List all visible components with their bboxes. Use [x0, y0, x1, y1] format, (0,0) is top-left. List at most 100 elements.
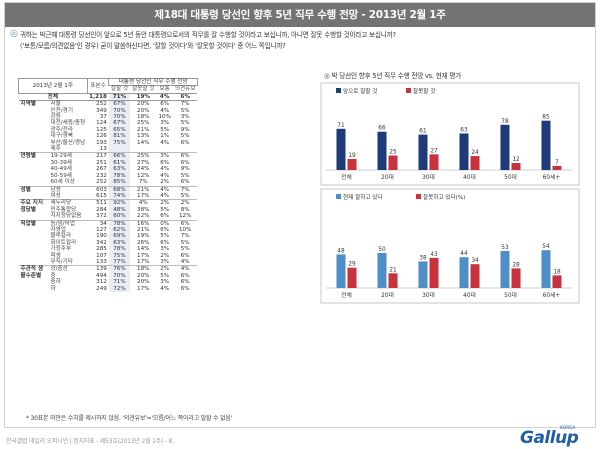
- data-label: 7: [555, 160, 559, 166]
- cell-value: 85%: [108, 179, 131, 186]
- table-row: 중하 312 71% 20% 3% 6%: [19, 279, 198, 286]
- sample-size: 284: [96, 206, 107, 213]
- cell-value: 70%: [108, 114, 131, 121]
- cell-value: 77%: [108, 258, 131, 266]
- cell-value: 4%: [160, 166, 170, 173]
- chart-border: [320, 188, 580, 304]
- cell-value: 9%: [180, 126, 190, 133]
- cell-value: 38%: [137, 206, 150, 213]
- table-row: 주요 지지 정당별 새누리당 511 92% 4% 2% 2%: [18, 199, 198, 221]
- bar: [336, 254, 346, 288]
- chart-title: ◎ 박 당선인 향후 5년 직무 수행 전망 vs. 현재 평가: [324, 72, 462, 80]
- cell-value: [130, 146, 156, 153]
- x-tick-label: 전체: [341, 291, 352, 299]
- cell-value: 4%: [160, 285, 170, 292]
- cell-value: 5%: [180, 107, 190, 114]
- cell-value: 3%: [180, 114, 190, 121]
- cell-value: 6%: [160, 239, 170, 246]
- bar: [552, 165, 562, 170]
- cell-value: 16%: [130, 219, 157, 227]
- cell-value: 6%: [172, 92, 198, 102]
- cell-value: 17%: [137, 252, 150, 259]
- question-line: ('보통/모름/의견없음'인 경우) 굳이 말씀하신다면, '잘할 것이다'와 …: [20, 41, 286, 50]
- sample-size: 1,218: [87, 92, 109, 102]
- column-header: 잘못할 것: [130, 85, 157, 94]
- bar: [336, 128, 346, 170]
- cell-value: 20%: [137, 279, 150, 286]
- table-row: 부산/울산/경남 193 75% 14% 4% 6%: [19, 139, 198, 147]
- group-label: 성별: [18, 185, 49, 200]
- cell-value: 75%: [108, 252, 131, 259]
- cell-value: 20%: [130, 100, 157, 108]
- bar: [470, 264, 480, 288]
- legend-label: 잘못하고 있다(%): [423, 193, 465, 201]
- sample-size: 285: [96, 246, 107, 253]
- x-tick-label: 30대: [422, 291, 435, 299]
- data-label: 21: [389, 267, 397, 273]
- table-row: 연령별 19-29세 217 66% 25% 3% 6%: [18, 152, 198, 186]
- cell-value: 18%: [130, 265, 157, 273]
- cell-value: 2%: [160, 179, 170, 186]
- gallup-logo: Gallup: [520, 428, 579, 448]
- table-row: 지지정당없음 372 60% 22% 6% 12%: [19, 213, 198, 221]
- cell-value: 6%: [160, 159, 170, 166]
- cell-value: 74%: [108, 192, 131, 200]
- cell-value: 6%: [180, 272, 190, 279]
- cell-value: 63%: [108, 239, 131, 247]
- row-label: 학생: [50, 252, 61, 259]
- credit-line: 한국갤럽 데일리 오피니언 | 정치지표 - 제53호(2013년 2월 1주)…: [6, 438, 173, 445]
- cell-value: 21%: [137, 126, 150, 133]
- legend-label: 앞으로 잘할 것: [343, 87, 377, 95]
- sample-size: 193: [96, 139, 107, 146]
- x-tick-label: 30대: [422, 173, 435, 181]
- table-row: 성별 남성 603 68% 21% 4% 7%: [18, 185, 198, 200]
- cell-value: 69%: [108, 233, 131, 240]
- cell-value: 4%: [156, 185, 173, 193]
- cell-value: 9%: [180, 166, 190, 173]
- data-label: 78: [501, 119, 509, 125]
- data-label: 71: [337, 123, 345, 129]
- row-label: 하: [50, 285, 56, 292]
- cell-value: 4%: [172, 265, 198, 273]
- legend-label: 잘못할 것: [413, 87, 435, 95]
- bar: [347, 267, 357, 288]
- cell-value: 27%: [137, 159, 150, 166]
- cell-value: 7%: [180, 233, 190, 240]
- cell-value: 18%: [137, 114, 150, 121]
- table-row: 50-59세 232 78% 12% 4% 5%: [19, 172, 198, 180]
- cell-value: 7%: [138, 179, 148, 186]
- row-label: 서울: [48, 100, 88, 108]
- cell-value: 20%: [137, 107, 150, 114]
- legend-swatch: [406, 88, 411, 93]
- bar: [388, 155, 398, 170]
- table-row: 대구/경북 126 81% 13% 1% 5%: [19, 133, 198, 140]
- cell-value: 60%: [108, 213, 131, 221]
- row-label: 19-29세: [48, 152, 88, 160]
- cell-value: 5%: [180, 246, 190, 253]
- cell-value: 17%: [137, 192, 150, 199]
- cell-value: 67%: [108, 100, 131, 108]
- data-label: 61: [419, 129, 427, 135]
- table-row: 30-39세 251 61% 27% 6% 6%: [19, 159, 198, 167]
- data-label: 27: [430, 148, 438, 154]
- cell-value: 3%: [156, 152, 173, 160]
- cell-value: 20%: [137, 272, 150, 279]
- row-label: 가정주부: [50, 246, 72, 253]
- table-row: 인천/경기 349 70% 20% 4% 5%: [19, 107, 198, 115]
- cell-value: 19%: [130, 92, 157, 102]
- bar: [511, 163, 521, 170]
- cell-value: 62%: [108, 226, 131, 234]
- data-label: 38: [419, 255, 427, 261]
- sample-size: 127: [96, 226, 107, 233]
- data-label: 34: [471, 258, 479, 264]
- x-tick-label: 20대: [381, 173, 394, 181]
- row-label: 대구/경북: [50, 133, 73, 140]
- sample-size: 615: [96, 192, 107, 199]
- bar: [459, 133, 469, 170]
- bar: [541, 250, 551, 288]
- data-label: 19: [348, 153, 356, 159]
- data-label: 28: [512, 262, 520, 268]
- data-label: 54: [542, 244, 550, 250]
- cell-value: 5%: [180, 120, 190, 127]
